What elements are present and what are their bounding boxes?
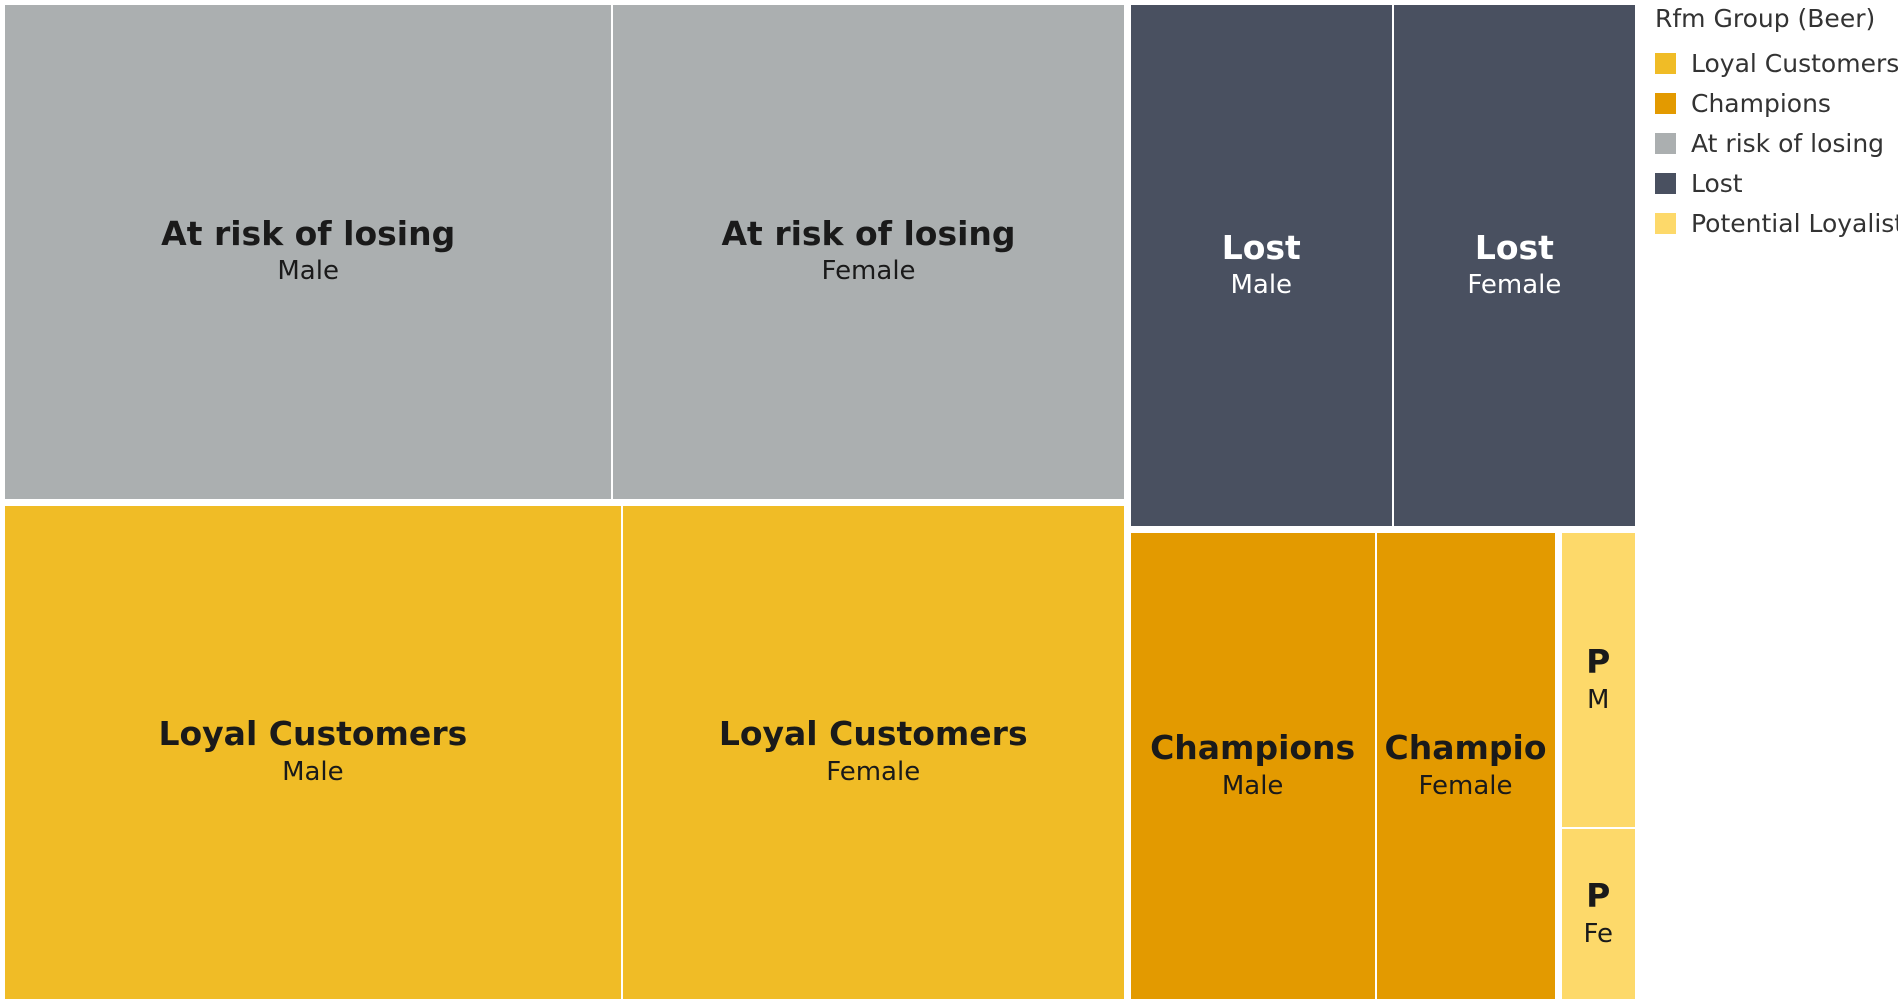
cell-gender-label: Male — [1221, 770, 1284, 801]
legend-title: Rfm Group (Beer) — [1655, 4, 1876, 33]
legend-item[interactable]: Potential Loyalist — [1655, 203, 1898, 243]
legend-item[interactable]: At risk of losing — [1655, 123, 1895, 163]
cell-group-label: At risk of losing — [161, 213, 456, 253]
cell-gender-label: Female — [1418, 770, 1513, 801]
cell-group-label: Loyal Customers — [158, 714, 468, 754]
cell-gender-label: Female — [821, 256, 916, 287]
legend-label: At risk of losing — [1691, 128, 1885, 158]
treemap-cell[interactable]: At risk of losing Male — [5, 5, 612, 499]
legend-swatch — [1655, 92, 1676, 114]
cell-group-label: Lost — [1221, 227, 1301, 267]
legend: Rfm Group (Beer) Loyal Customers Champion… — [1655, 4, 1898, 243]
cell-group-label: Loyal Customers — [718, 714, 1028, 754]
treemap-cell[interactable]: Lost Male — [1130, 5, 1392, 527]
legend-swatch — [1655, 132, 1676, 154]
treemap-cell[interactable]: Lost Female — [1393, 5, 1635, 527]
legend-items: Loyal Customers Champions At risk of losin… — [1655, 43, 1898, 243]
cell-gender-label: Male — [277, 256, 339, 287]
treemap-cell[interactable]: Champions Male — [1130, 533, 1375, 999]
cell-group-label: Champions — [1150, 728, 1356, 768]
cell-gender-label: Fe — [1583, 918, 1613, 949]
cell-group-label: P — [1586, 641, 1611, 681]
legend-swatch — [1655, 172, 1676, 194]
cell-group-label: Lost — [1474, 227, 1554, 267]
treemap-cell[interactable]: P Fe — [1561, 828, 1635, 999]
legend-item[interactable]: Lost — [1655, 163, 1895, 203]
legend-item[interactable]: Champions — [1655, 83, 1895, 123]
treemap-cell[interactable]: Champio Female — [1376, 533, 1555, 999]
cell-group-label: P — [1586, 875, 1611, 915]
legend-label: Lost — [1691, 168, 1743, 198]
legend-label: Loyal Customers — [1691, 48, 1898, 78]
legend-swatch — [1655, 52, 1676, 74]
legend-item[interactable]: Loyal Customers — [1655, 43, 1898, 83]
legend-label: Potential Loyalist — [1691, 208, 1898, 238]
cell-gender-label: Female — [1467, 270, 1562, 301]
legend-label: Champions — [1691, 88, 1831, 118]
treemap-chart: At risk of losing Male At risk of losing Fe… — [5, 5, 1635, 999]
treemap-cell[interactable]: At risk of losing Female — [613, 5, 1124, 499]
cell-gender-label: Male — [282, 756, 344, 787]
treemap-cell[interactable]: Loyal Customers Female — [622, 505, 1124, 999]
cell-gender-label: M — [1587, 684, 1610, 715]
cell-group-label: Champio — [1384, 728, 1547, 768]
cell-group-label: At risk of losing — [721, 213, 1016, 253]
cell-gender-label: Female — [826, 756, 921, 787]
cell-gender-label: Male — [1230, 270, 1293, 301]
legend-swatch — [1655, 212, 1676, 234]
treemap-cell[interactable]: Loyal Customers Male — [5, 505, 621, 999]
